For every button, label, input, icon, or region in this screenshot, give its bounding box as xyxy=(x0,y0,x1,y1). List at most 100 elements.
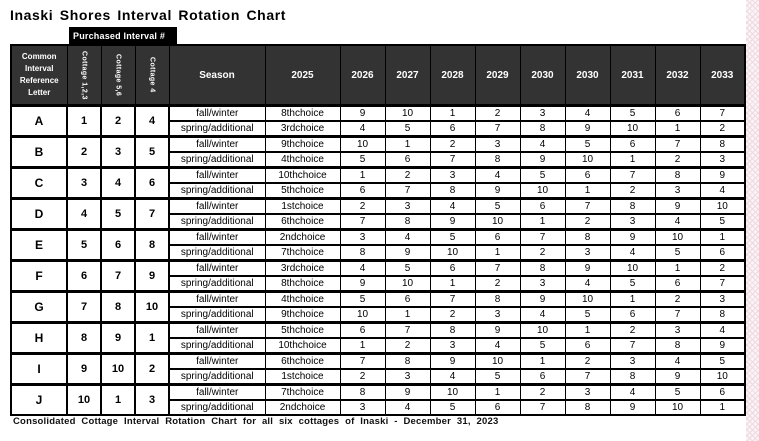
rotation-value-cell: 7 xyxy=(429,151,476,168)
rotation-value-cell: 1 xyxy=(474,244,521,261)
rotation-value-cell: 4 xyxy=(384,399,431,416)
rotation-value-cell: 7 xyxy=(699,275,746,292)
rotation-value-cell: 3 xyxy=(519,104,566,122)
rotation-value-cell: 4 xyxy=(519,135,566,153)
rotation-value-cell: 10 xyxy=(654,399,701,416)
rotation-value-cell: 9 xyxy=(519,290,566,308)
rotation-value-cell: 10 xyxy=(384,275,431,292)
rotation-value-cell: 4 xyxy=(654,213,701,230)
cottage-interval-cell: 6 xyxy=(66,259,102,292)
rotation-value-cell: 1 xyxy=(429,275,476,292)
rotation-value-cell: 5 xyxy=(699,352,746,370)
rotation-value-cell: 5 xyxy=(609,104,656,122)
spring-additional-row: spring/additional 9thchoice 10 1 2 3 4 5 6 7 8 xyxy=(11,306,746,323)
rotation-value-cell: 7 xyxy=(429,290,476,308)
rotation-value-cell: 7 xyxy=(474,120,521,137)
rotation-value-cell: 8 xyxy=(384,352,431,370)
rotation-value-cell: 4 xyxy=(699,182,746,199)
cottage-4-header: Cottage 4 xyxy=(134,44,170,107)
rotation-value-cell: 2 xyxy=(609,182,656,199)
rotation-value-cell: 7 xyxy=(474,259,521,277)
season-cell: spring/additional xyxy=(168,120,266,137)
choice-cell: 6thchoice xyxy=(264,213,341,230)
rotation-value-cell: 6 xyxy=(384,290,431,308)
cottage-interval-cell: 4 xyxy=(66,197,102,230)
choice-cell: 5thchoice xyxy=(264,182,341,199)
rotation-value-cell: 2 xyxy=(564,213,611,230)
interval-letter-cell: G xyxy=(10,290,68,323)
year-header: 2029 xyxy=(474,44,521,107)
rotation-value-cell: 9 xyxy=(384,244,431,261)
rotation-value-cell: 2 xyxy=(339,197,386,215)
cottage-interval-cell: 2 xyxy=(66,135,102,168)
rotation-value-cell: 3 xyxy=(384,368,431,385)
rotation-value-cell: 5 xyxy=(474,197,521,215)
rotation-value-cell: 10 xyxy=(699,368,746,385)
season-cell: fall/winter xyxy=(168,135,266,153)
rotation-value-cell: 1 xyxy=(609,151,656,168)
cottage-interval-cell: 10 xyxy=(134,290,170,323)
rotation-value-cell: 9 xyxy=(564,120,611,137)
rotation-value-cell: 5 xyxy=(339,151,386,168)
rotation-value-cell: 6 xyxy=(564,166,611,184)
rotation-value-cell: 10 xyxy=(429,383,476,401)
cottage-56-header: Cottage 5,6 xyxy=(100,44,136,107)
season-cell: fall/winter xyxy=(168,290,266,308)
fall-winter-row: J 10 1 3 fall/winter 7thchoice 8 9 10 1 2 3 4 5 6 xyxy=(10,383,746,416)
rotation-value-cell: 3 xyxy=(384,197,431,215)
rotation-value-cell: 9 xyxy=(339,104,386,122)
fall-winter-row: E 5 6 8 fall/winter 2ndchoice 3 4 5 6 7 8 9 10 1 xyxy=(10,228,746,261)
rotation-value-cell: 1 xyxy=(654,259,701,277)
rotation-value-cell: 2 xyxy=(384,337,431,354)
rotation-value-cell: 1 xyxy=(564,182,611,199)
rotation-value-cell: 2 xyxy=(699,120,746,137)
footer-note: Consolidated Cottage Interval Rotation C… xyxy=(13,416,499,427)
rotation-value-cell: 5 xyxy=(384,259,431,277)
rotation-value-cell: 5 xyxy=(384,120,431,137)
rotation-value-cell: 2 xyxy=(654,290,701,308)
choice-cell: 9thchoice xyxy=(264,135,341,153)
rotation-value-cell: 9 xyxy=(339,275,386,292)
rotation-value-cell: 10 xyxy=(474,352,521,370)
season-cell: fall/winter xyxy=(168,383,266,401)
season-cell: spring/additional xyxy=(168,182,266,199)
fall-winter-row: I 9 10 2 fall/winter 6thchoice 7 8 9 10 1 2 3 4 5 xyxy=(10,352,746,385)
page-edge-hatch xyxy=(746,0,759,441)
header-row: Common Interval Reference Letter Cottage… xyxy=(10,44,746,107)
rotation-value-cell: 4 xyxy=(699,321,746,339)
rotation-value-cell: 7 xyxy=(519,399,566,416)
rotation-value-cell: 3 xyxy=(339,399,386,416)
rotation-value-cell: 5 xyxy=(339,290,386,308)
choice-cell: 1stchoice xyxy=(264,368,341,385)
interval-letter-cell: J xyxy=(10,383,68,416)
rotation-value-cell: 9 xyxy=(384,383,431,401)
rotation-value-cell: 6 xyxy=(564,337,611,354)
cottage-interval-cell: 7 xyxy=(66,290,102,323)
choice-cell: 4thchoice xyxy=(264,151,341,168)
rotation-value-cell: 2 xyxy=(474,104,521,122)
cottage-interval-cell: 3 xyxy=(134,383,170,416)
cottage-interval-cell: 2 xyxy=(100,104,136,137)
cottage-interval-cell: 10 xyxy=(100,352,136,385)
rotation-value-cell: 1 xyxy=(699,228,746,246)
rotation-value-cell: 3 xyxy=(609,352,656,370)
choice-cell: 2ndchoice xyxy=(264,399,341,416)
fall-winter-row: F 6 7 9 fall/winter 3rdchoice 4 5 6 7 8 9 10 1 2 xyxy=(10,259,746,292)
cottage-interval-cell: 9 xyxy=(134,259,170,292)
rotation-value-cell: 4 xyxy=(564,275,611,292)
rotation-value-cell: 5 xyxy=(654,244,701,261)
fall-winter-row: B 2 3 5 fall/winter 9thchoice 10 1 2 3 4 5 6 7 8 xyxy=(10,135,746,168)
rotation-value-cell: 4 xyxy=(564,104,611,122)
choice-cell: 7thchoice xyxy=(264,383,341,401)
interval-letter-cell: H xyxy=(10,321,68,354)
choice-cell: 1stchoice xyxy=(264,197,341,215)
rotation-value-cell: 2 xyxy=(519,244,566,261)
spring-additional-row: spring/additional 2ndchoice 3 4 5 6 7 8 9 10 1 xyxy=(11,399,746,416)
rotation-value-cell: 6 xyxy=(609,135,656,153)
rotation-value-cell: 1 xyxy=(339,166,386,184)
rotation-value-cell: 8 xyxy=(564,228,611,246)
year-header: 2027 xyxy=(384,44,431,107)
rotation-value-cell: 2 xyxy=(699,259,746,277)
rotation-value-cell: 8 xyxy=(699,306,746,323)
choice-cell: 9thchoice xyxy=(264,306,341,323)
